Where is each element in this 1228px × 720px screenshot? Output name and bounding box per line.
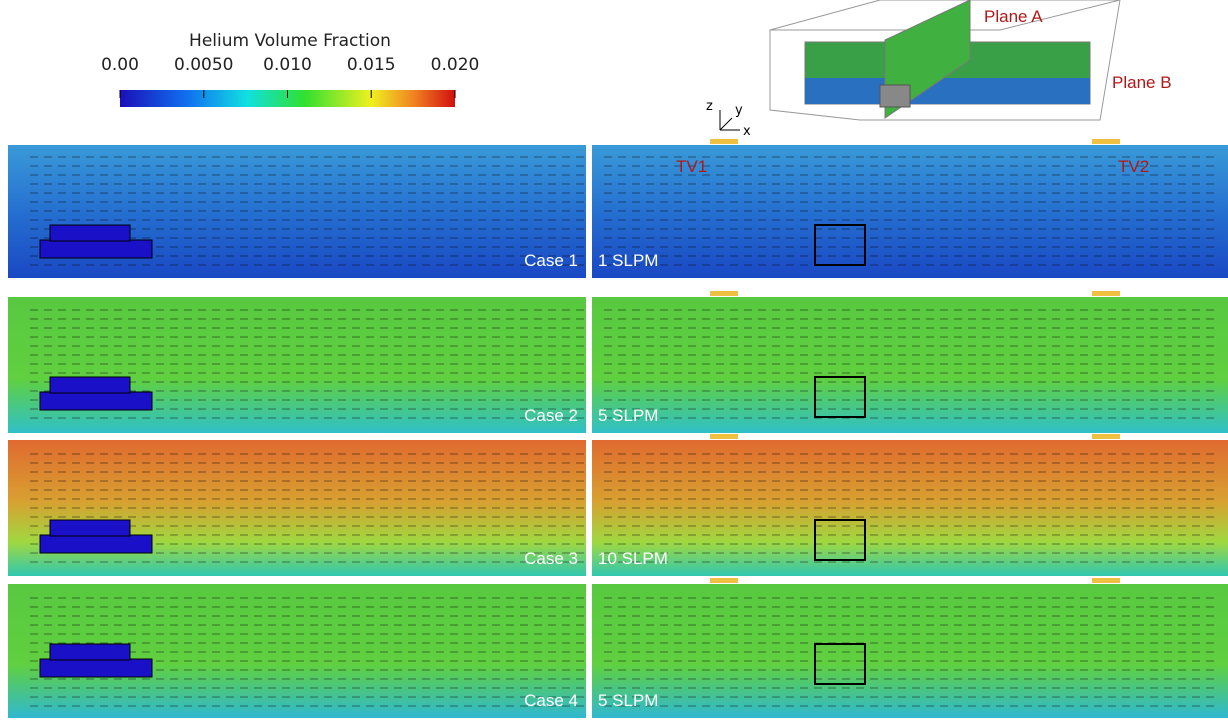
axis-y: y [735, 103, 743, 118]
flow-label: 5 SLPM [598, 406, 658, 425]
plane-a-label: Plane A [984, 7, 1043, 26]
schematic [770, 0, 1120, 120]
case-label: Case 3 [524, 549, 578, 568]
source-block [40, 535, 152, 553]
plane-b-label: Plane B [1112, 73, 1172, 92]
vent-marker [710, 434, 738, 439]
vent-marker [1092, 139, 1120, 144]
source-block [50, 520, 130, 536]
colorbar-tick-label: 0.020 [431, 55, 480, 75]
case-label: Case 4 [524, 691, 578, 710]
source-block [40, 392, 152, 410]
axis-z: z [706, 99, 713, 114]
source-block [50, 225, 130, 241]
vent-marker [1092, 434, 1120, 439]
flow-label: 10 SLPM [598, 549, 668, 568]
colorbar-title: Helium Volume Fraction [189, 31, 391, 51]
colorbar-tick-label: 0.015 [347, 55, 396, 75]
figure: Helium Volume Fraction Plane A Plane B z… [0, 0, 1228, 720]
vent-label: TV2 [1118, 157, 1149, 176]
vent-marker [710, 578, 738, 583]
vent-marker [710, 139, 738, 144]
vector-field [600, 450, 1220, 566]
colorbar-tick-label: 0.0050 [174, 55, 233, 75]
vector-field [600, 307, 1220, 423]
vent-marker [1092, 578, 1120, 583]
source-block [40, 240, 152, 258]
case-label: Case 1 [524, 251, 578, 270]
vent-label: TV1 [676, 157, 707, 176]
axis-x: x [743, 124, 751, 139]
flow-label: 5 SLPM [598, 691, 658, 710]
source-block [50, 644, 130, 660]
vent-marker [710, 291, 738, 296]
vent-marker [1092, 291, 1120, 296]
vector-field [600, 594, 1220, 708]
flow-label: 1 SLPM [598, 251, 658, 270]
colorbar-tick-label: 0.010 [263, 55, 312, 75]
colorbar-tick-label: 0.00 [101, 55, 139, 75]
source-block [50, 377, 130, 393]
source-block [40, 659, 152, 677]
case-label: Case 2 [524, 406, 578, 425]
